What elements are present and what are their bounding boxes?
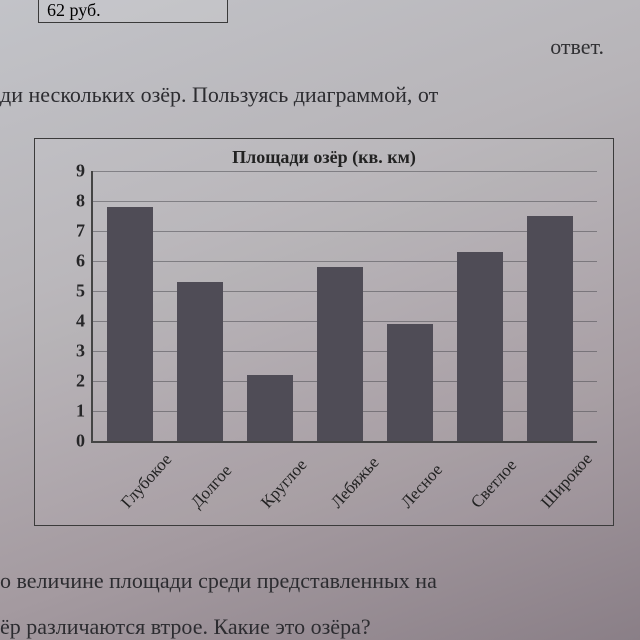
chart-ytick-label: 4 [76, 311, 85, 332]
chart-x-label: Долгое [187, 461, 236, 512]
chart-bar [177, 282, 223, 441]
table-cell-fragment: 62 руб. [38, 0, 228, 23]
chart-plot-area: 0123456789 [91, 171, 597, 443]
body-text-line-2: о величине площади среди представленных … [0, 568, 640, 594]
chart-ytick-label: 2 [76, 371, 85, 392]
chart-x-label: Лебяжье [327, 453, 383, 513]
chart-bar [317, 267, 363, 441]
chart-bar [527, 216, 573, 441]
page-photo: 62 руб. ответ. ди нескольких озёр. Польз… [0, 0, 640, 640]
chart-x-label: Широкое [537, 449, 597, 512]
chart-gridline [93, 171, 597, 172]
chart-x-labels: ГлубокоеДолгое Круглое Лебяжье Лесное Светло… [91, 445, 595, 519]
chart-ytick-label: 6 [76, 251, 85, 272]
chart-x-label: Глубокое [117, 450, 176, 513]
chart-x-label: Круглое [257, 455, 311, 512]
chart-x-label: Светлое [467, 455, 521, 512]
chart-ytick-label: 3 [76, 341, 85, 362]
chart-ytick-label: 8 [76, 191, 85, 212]
chart-ytick-label: 5 [76, 281, 85, 302]
chart-frame: Площади озёр (кв. км) 0123456789 Глубоко… [34, 138, 614, 526]
body-text-line-3: ёр различаются втрое. Какие это озёра? [0, 614, 640, 640]
chart-bar [387, 324, 433, 441]
chart-gridline [93, 231, 597, 232]
chart-ytick-label: 7 [76, 221, 85, 242]
chart-ytick-label: 1 [76, 401, 85, 422]
chart-title: Площади озёр (кв. км) [35, 147, 613, 168]
chart-bar [107, 207, 153, 441]
chart-ytick-label: 9 [76, 161, 85, 182]
chart-ytick-label: 0 [76, 431, 85, 452]
chart-x-label: Лесное [397, 460, 447, 512]
chart-bar [247, 375, 293, 441]
answer-label: ответ. [550, 34, 604, 60]
table-cell-text: 62 руб. [47, 0, 101, 20]
chart-gridline [93, 201, 597, 202]
body-text-line-1: ди нескольких озёр. Пользуясь диаграммой… [0, 82, 640, 108]
chart-bar [457, 252, 503, 441]
chart-gridline [93, 261, 597, 262]
